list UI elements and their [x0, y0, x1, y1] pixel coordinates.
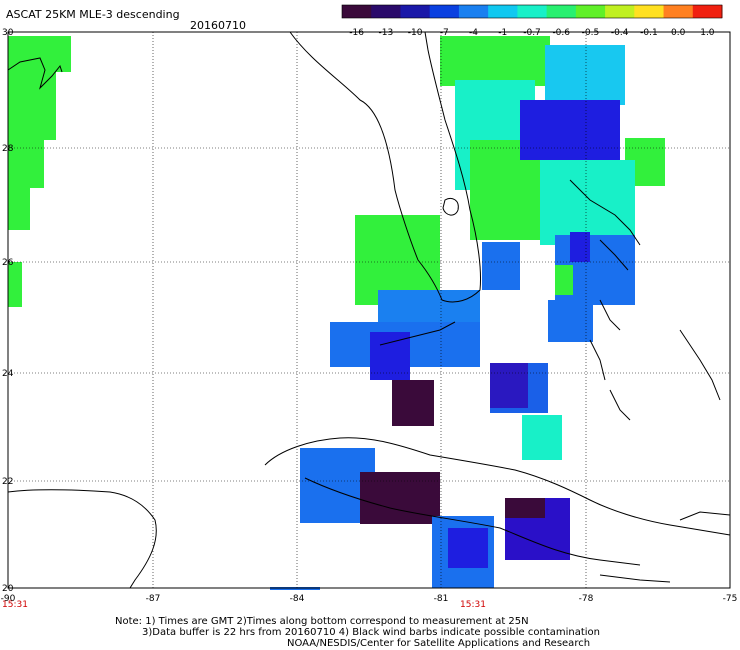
footer-note-2: 3)Data buffer is 22 hrs from 20160710 4)…: [142, 627, 600, 638]
data-block: [482, 242, 520, 290]
data-blocks: [8, 36, 665, 590]
time-label-center: 15:31: [460, 600, 486, 610]
color-bar-segment: [517, 5, 548, 18]
data-block: [555, 265, 573, 295]
color-bar-tick-label: -0.6: [552, 28, 570, 38]
color-bar-segment: [342, 5, 372, 18]
florida-coast: [289, 31, 481, 303]
color-bar-segment: [605, 5, 635, 18]
data-block: [370, 332, 410, 380]
data-block: [360, 472, 440, 524]
footer-note-1: Note: 1) Times are GMT 2)Times along bot…: [115, 616, 529, 627]
color-bar-segment: [488, 5, 518, 18]
map-date: 20160710: [190, 19, 246, 32]
lat-label: 20: [2, 584, 14, 594]
color-bar-segment: [546, 5, 577, 18]
color-bar-segment: [400, 5, 431, 18]
color-bar-tick-labels: -16 -13 -10 -7 -4 -1 -0.7 -0.6 -0.5 -0.4 -0.1 0.0 1.…: [349, 28, 715, 38]
color-bar-tick-label: -0.7: [523, 28, 541, 38]
data-block: [8, 262, 22, 307]
coastlines: [7, 31, 731, 589]
data-block: [540, 160, 635, 245]
data-block: [548, 300, 593, 342]
color-bar-tick-label: -0.5: [582, 28, 600, 38]
lat-labels: 30 28 26 24 22 20: [2, 28, 14, 594]
color-bar-tick-label: -0.1: [640, 28, 658, 38]
data-block: [8, 70, 56, 140]
color-bar-segment: [371, 5, 401, 18]
color-bar-tick-label: -0.4: [611, 28, 629, 38]
data-block: [505, 498, 545, 518]
data-block: [448, 528, 488, 568]
lat-label: 22: [2, 477, 13, 487]
lat-label: 26: [2, 258, 14, 268]
data-block: [490, 363, 528, 408]
color-bar-tick-label: 0.0: [671, 28, 686, 38]
color-bar-segment: [634, 5, 665, 18]
color-bar-outline: [341, 4, 723, 19]
footer-note-3: NOAA/NESDIS/Center for Satellite Applica…: [287, 638, 591, 649]
lon-label: -90: [1, 594, 16, 604]
hispaniola: [679, 511, 731, 521]
time-label-left: 15:31: [2, 600, 28, 610]
data-block: [440, 36, 550, 86]
lat-label: 28: [2, 144, 14, 154]
lon-label: -75: [723, 594, 738, 604]
lon-labels: -90 -87 -84 -81 -78 -75: [1, 594, 738, 604]
yucatan: [7, 489, 157, 589]
data-block: [570, 232, 590, 262]
color-bar-segment: [458, 5, 489, 18]
lat-label: 30: [2, 28, 14, 38]
color-bar-tick-label: -7: [440, 28, 449, 38]
lake-okeechobee: [442, 197, 459, 216]
color-bar-segment: [429, 5, 460, 18]
map-title: ASCAT 25KM MLE-3 descending: [6, 8, 180, 21]
east-islands: [679, 329, 721, 401]
color-bar-segment: [663, 5, 694, 18]
data-block: [545, 45, 625, 105]
color-bar-tick-label: -10: [408, 28, 423, 38]
data-block: [392, 380, 434, 426]
color-bar-tick-label: -4: [469, 28, 478, 38]
plot-frame: [7, 31, 731, 589]
bahamas: [569, 179, 641, 421]
cuba: [264, 437, 731, 536]
lon-label: -81: [434, 594, 449, 604]
data-block: [8, 185, 30, 230]
caribbean-islands: [599, 574, 671, 583]
color-bar-tick-label: 1.0: [700, 28, 715, 38]
data-block: [522, 415, 562, 460]
color-bar-tick-label: -16: [349, 28, 364, 38]
color-bar-segment: [575, 5, 606, 18]
color-bar-tick-label: -1: [498, 28, 507, 38]
lon-label: -87: [146, 594, 161, 604]
lat-label: 24: [2, 369, 14, 379]
grid-lines: [8, 32, 730, 588]
gulf-coast: [7, 57, 63, 90]
data-block: [8, 138, 44, 188]
lon-label: -78: [579, 594, 594, 604]
color-bar-segment: [692, 5, 723, 18]
color-bar-tick-label: -13: [378, 28, 393, 38]
cuba-south: [304, 477, 641, 566]
lon-label: -84: [290, 594, 305, 604]
data-block: [520, 100, 620, 160]
color-bar: [341, 4, 723, 19]
keys: [379, 321, 456, 346]
data-block: [8, 36, 71, 72]
